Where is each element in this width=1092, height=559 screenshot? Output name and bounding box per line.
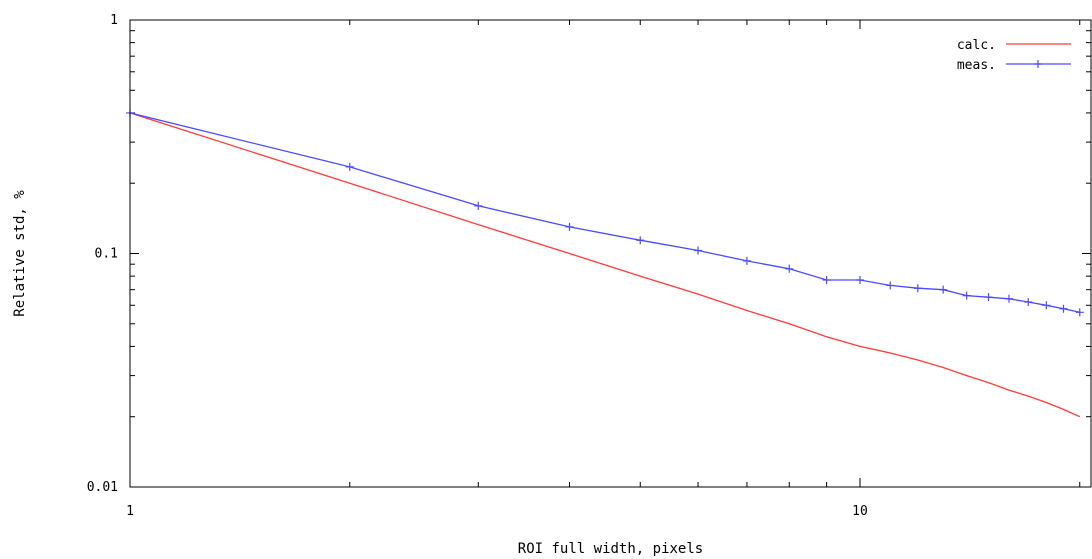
data-point bbox=[565, 222, 574, 231]
legend-marker bbox=[1034, 60, 1042, 68]
legend: calc. meas. bbox=[957, 38, 1071, 73]
y-tick-label: 1 bbox=[110, 13, 118, 28]
data-point bbox=[1059, 304, 1068, 313]
data-point bbox=[886, 281, 895, 290]
data-point bbox=[962, 291, 971, 300]
x-tick-label: 10 bbox=[852, 504, 868, 519]
data-point bbox=[785, 264, 794, 273]
legend-entry: meas. bbox=[957, 58, 1071, 73]
data-point bbox=[856, 276, 864, 285]
series-meas bbox=[126, 108, 1084, 317]
data-point bbox=[345, 162, 354, 171]
y-axis-label: Relative std, % bbox=[12, 190, 28, 317]
data-point bbox=[1075, 308, 1084, 317]
tick-labels-layer: 0.01 0.1 1 1 10 bbox=[87, 13, 868, 519]
data-point bbox=[913, 284, 922, 293]
y-tick-label: 0.01 bbox=[87, 480, 118, 495]
series-line bbox=[129, 112, 1081, 418]
data-point bbox=[822, 276, 831, 285]
data-point bbox=[939, 285, 948, 294]
series-calc bbox=[129, 112, 1081, 418]
series-line bbox=[129, 112, 1080, 313]
legend-entry: calc. bbox=[957, 38, 1071, 53]
data-point bbox=[742, 256, 751, 265]
data-point bbox=[1024, 297, 1033, 306]
ticks-layer bbox=[129, 19, 1091, 488]
data-point bbox=[694, 246, 703, 255]
y-tick-label: 0.1 bbox=[95, 247, 118, 262]
legend-label: meas. bbox=[957, 58, 996, 73]
data-point bbox=[636, 236, 645, 245]
data-point bbox=[1042, 301, 1051, 310]
legend-label: calc. bbox=[957, 38, 996, 53]
data-point bbox=[474, 201, 483, 210]
x-tick-label: 1 bbox=[126, 504, 134, 519]
data-point bbox=[1005, 294, 1014, 303]
data-point bbox=[984, 293, 993, 302]
x-axis-label: ROI full width, pixels bbox=[518, 541, 703, 557]
plot-frame bbox=[129, 19, 1092, 488]
series-layer bbox=[126, 108, 1084, 418]
